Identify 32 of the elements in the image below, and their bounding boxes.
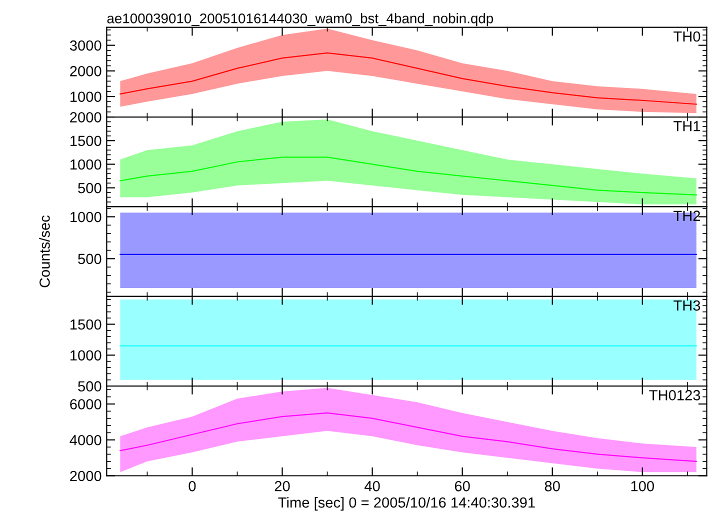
y-tick-label: 500 (78, 182, 102, 194)
x-tick-label: 0 (188, 481, 196, 492)
text: TH0 (674, 31, 700, 42)
y-axis-title: Counts/sec (39, 215, 50, 288)
y-tick-label: 1000 (70, 92, 102, 102)
y-tick-label: 2000 (70, 470, 102, 482)
y-tick-label: 4000 (70, 434, 102, 446)
y-tick-label: 2000 (70, 66, 102, 76)
x-tick-label: 40 (364, 481, 380, 492)
x-tick-label: 100 (631, 481, 654, 492)
line-series (120, 156, 697, 196)
y-tick-label: 6000 (70, 399, 102, 410)
y-tick-label: 500 (78, 381, 102, 392)
chart-title: ae100039010_20051016144030_wam0_bst_4band_nobin.qdp (107, 13, 494, 26)
y-tick-label: 500 (78, 254, 102, 264)
y-tick-label: 1500 (70, 136, 102, 146)
x-tick-label: 60 (454, 481, 470, 492)
x-tick-label: 80 (544, 481, 560, 492)
line-series (120, 52, 697, 105)
y-tick-label: 1000 (70, 212, 102, 222)
y-tick-label: 1000 (70, 159, 102, 170)
y-tick-label: 2000 (70, 112, 102, 122)
text: TH3 (674, 300, 700, 311)
text: TH0123 (649, 390, 700, 400)
x-axis-title: Time [sec] 0 = 2005/10/16 14:40:30.391 (278, 496, 535, 511)
line-series (120, 412, 697, 462)
text: TH1 (674, 121, 700, 132)
x-tick-label: 20 (274, 481, 290, 492)
text: TH2 (674, 210, 700, 221)
y-tick-label: 1500 (70, 319, 102, 330)
y-tick-label: 1000 (70, 350, 102, 361)
y-tick-label: 3000 (70, 40, 102, 51)
